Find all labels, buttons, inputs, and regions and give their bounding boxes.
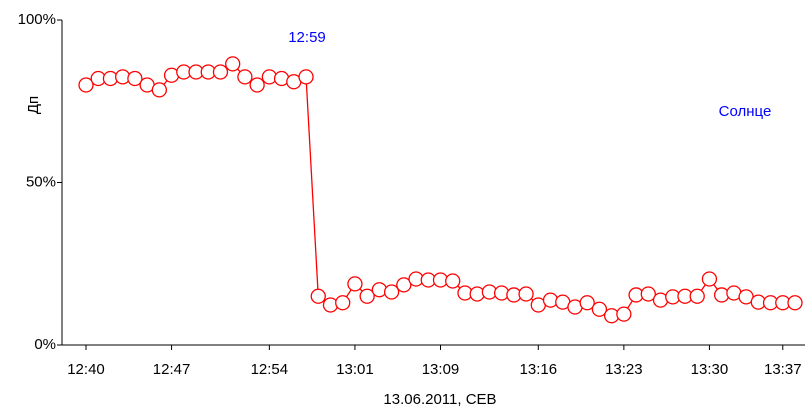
- x-tick-label: 13:23: [605, 361, 643, 378]
- marker: [212, 64, 229, 80]
- marker: [383, 284, 400, 300]
- marker: [127, 70, 143, 87]
- marker: [591, 301, 608, 317]
- marker: [78, 77, 94, 93]
- marker: [249, 77, 265, 93]
- marker: [371, 282, 388, 298]
- marker: [701, 271, 718, 287]
- y-tick-label: 50%: [26, 173, 56, 190]
- x-tick-label: 13:09: [422, 361, 460, 378]
- y-tick-label: 0%: [34, 336, 56, 353]
- marker: [335, 295, 351, 311]
- marker: [347, 276, 363, 292]
- marker: [298, 69, 314, 85]
- y-axis-label: Дп: [25, 96, 42, 114]
- marker: [787, 295, 803, 311]
- marker: [396, 277, 412, 293]
- x-tick-label: 12:54: [251, 361, 289, 378]
- marker: [225, 56, 241, 72]
- x-tick-label: 13:37: [764, 361, 802, 378]
- x-tick-label: 12:47: [153, 361, 191, 378]
- marker: [640, 286, 656, 302]
- marker: [359, 288, 375, 304]
- marker: [237, 69, 253, 85]
- marker: [310, 288, 326, 304]
- marker: [322, 297, 339, 313]
- x-tick-label: 13:01: [336, 361, 374, 378]
- x-tick-label: 13:16: [520, 361, 558, 378]
- y-tick-label: 100%: [18, 11, 56, 28]
- annotation: 12:59: [288, 29, 326, 46]
- marker: [616, 306, 632, 322]
- marker: [151, 82, 167, 98]
- x-tick-label: 13:30: [691, 361, 729, 378]
- x-axis-label: 13.06.2011, СЕВ: [383, 391, 496, 408]
- x-tick-label: 12:40: [67, 361, 105, 378]
- marker: [689, 288, 705, 304]
- annotation: Солнце: [719, 103, 772, 120]
- marker: [445, 273, 461, 289]
- marker: [518, 286, 534, 302]
- marker: [579, 295, 595, 311]
